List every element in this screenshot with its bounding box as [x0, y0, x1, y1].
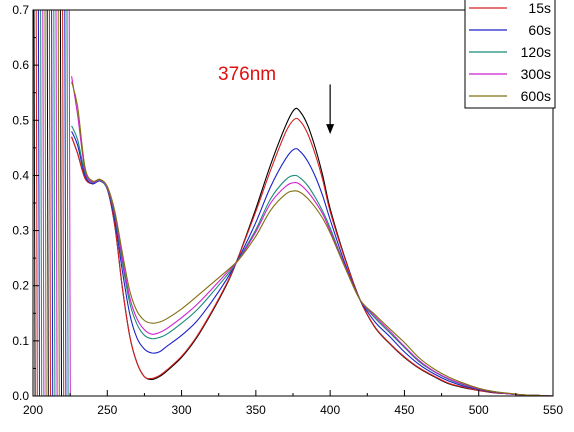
legend-label: 300s [521, 66, 551, 82]
series-line-15s [71, 117, 553, 396]
annotation-text: 376nm [218, 64, 276, 85]
series-line-300s [71, 76, 553, 396]
noise-region [33, 10, 71, 396]
y-tick-label: 0.5 [12, 113, 29, 127]
noise-trace [42, 10, 45, 396]
x-tick-label: 500 [469, 403, 489, 417]
series-line-60s [71, 131, 553, 396]
y-tick-label: 0.0 [12, 389, 29, 403]
y-tick-label: 0.7 [12, 3, 29, 17]
series-layer [71, 76, 553, 396]
noise-trace [44, 10, 47, 396]
annotation: 376nm [218, 64, 335, 135]
y-tick-label: 0.2 [12, 279, 29, 293]
noise-trace [55, 10, 58, 396]
y-tick-label: 0.4 [12, 168, 29, 182]
noise-trace [37, 10, 40, 396]
legend-box [464, 0, 556, 109]
noise-trace [48, 10, 51, 396]
x-tick-label: 550 [543, 403, 563, 417]
legend-label: 60s [528, 22, 551, 38]
series-line-ref-0 [71, 107, 553, 396]
annotation-arrowhead [326, 124, 335, 135]
noise-trace [53, 10, 56, 396]
x-tick-label: 400 [320, 403, 340, 417]
noise-trace [68, 10, 71, 396]
noise-trace [66, 10, 69, 396]
x-tick-label: 250 [97, 403, 117, 417]
noise-trace [46, 10, 49, 396]
noise-trace [62, 10, 65, 396]
noise-trace [40, 10, 43, 396]
legend-label: 600s [521, 88, 551, 104]
axes: 200 250 300 350 400 450 500 550 0.0 0.1 0.2 0.3 0.4 0… [12, 3, 563, 417]
y-tick-label: 0.3 [12, 224, 29, 238]
legend-label: 120s [521, 44, 551, 60]
noise-trace [59, 10, 62, 396]
x-tick-label: 200 [23, 403, 43, 417]
noise-trace [51, 10, 54, 396]
y-tick-label: 0.1 [12, 334, 29, 348]
legend: 15s 60s 120s 300s 600s [464, 0, 556, 109]
x-tick-label: 450 [394, 403, 414, 417]
x-tick-label: 300 [172, 403, 192, 417]
y-tick-label: 0.6 [12, 58, 29, 72]
noise-trace [64, 10, 67, 396]
series-line-600s [71, 81, 553, 396]
series-line-120s [71, 125, 553, 396]
legend-label: 15s [528, 0, 551, 16]
x-tick-label: 350 [246, 403, 266, 417]
noise-trace [35, 10, 38, 396]
noise-trace [57, 10, 60, 396]
